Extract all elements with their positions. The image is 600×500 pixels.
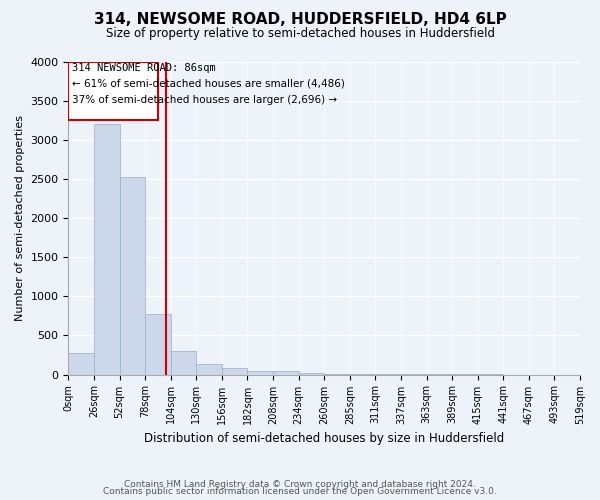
Bar [145, 314, 171, 374]
FancyBboxPatch shape [68, 62, 158, 120]
Bar [299, 373, 324, 374]
Bar [119, 178, 145, 374]
Bar [196, 364, 222, 374]
Bar [222, 368, 247, 374]
Bar [273, 372, 299, 374]
Bar [247, 370, 273, 374]
Bar [171, 351, 196, 374]
Bar [94, 124, 119, 374]
X-axis label: Distribution of semi-detached houses by size in Huddersfield: Distribution of semi-detached houses by … [144, 432, 505, 445]
Bar [68, 352, 94, 374]
Y-axis label: Number of semi-detached properties: Number of semi-detached properties [15, 115, 25, 321]
Text: ← 61% of semi-detached houses are smaller (4,486): ← 61% of semi-detached houses are smalle… [72, 78, 345, 88]
Text: 314 NEWSOME ROAD: 86sqm: 314 NEWSOME ROAD: 86sqm [72, 63, 216, 73]
Text: Contains HM Land Registry data © Crown copyright and database right 2024.: Contains HM Land Registry data © Crown c… [124, 480, 476, 489]
Text: Size of property relative to semi-detached houses in Huddersfield: Size of property relative to semi-detach… [106, 28, 494, 40]
Text: 37% of semi-detached houses are larger (2,696) →: 37% of semi-detached houses are larger (… [72, 95, 337, 105]
Text: 314, NEWSOME ROAD, HUDDERSFIELD, HD4 6LP: 314, NEWSOME ROAD, HUDDERSFIELD, HD4 6LP [94, 12, 506, 28]
Text: Contains public sector information licensed under the Open Government Licence v3: Contains public sector information licen… [103, 487, 497, 496]
